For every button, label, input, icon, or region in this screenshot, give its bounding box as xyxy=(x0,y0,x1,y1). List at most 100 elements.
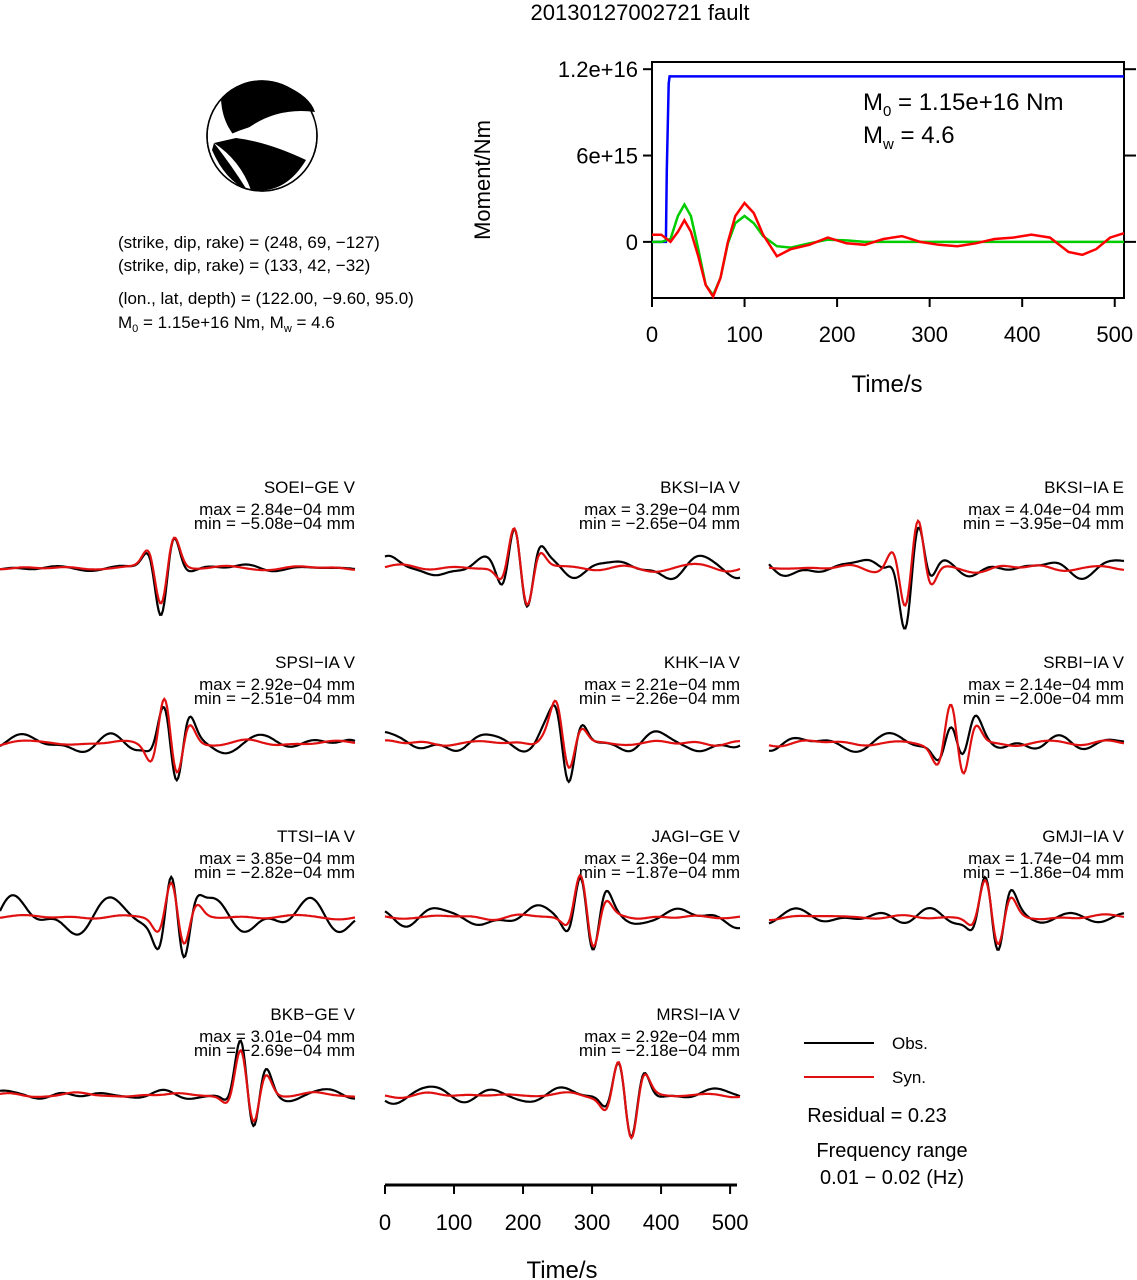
observed-trace xyxy=(768,875,1125,951)
x-tick-label: 0 xyxy=(379,1210,391,1235)
y-axis: 0 6e+15 1.2e+16 xyxy=(558,57,1136,255)
station-min: min = −2.00e−04 mm xyxy=(963,689,1124,708)
station-max: max = 2.21e−04 mm xyxy=(584,675,740,694)
station-min: min = −3.95e−04 mm xyxy=(963,514,1124,533)
legend: Obs. Syn. xyxy=(804,1034,928,1087)
station-max: max = 2.36e−04 mm xyxy=(584,849,740,868)
synthetic-trace xyxy=(769,878,1125,946)
synthetic-trace xyxy=(0,536,356,605)
station-name: GMJI−IA V xyxy=(1042,827,1124,846)
x-tick-label: 100 xyxy=(436,1210,473,1235)
station-name: MRSI−IA V xyxy=(656,1005,740,1024)
station-max: max = 3.29e−04 mm xyxy=(584,500,740,519)
station-max: max = 2.84e−04 mm xyxy=(199,500,355,519)
moment-series-group xyxy=(652,75,1125,300)
x-axis: 0 100 200 300 400 500 xyxy=(646,298,1133,347)
station-min: min = −2.18e−04 mm xyxy=(579,1041,740,1060)
station-max: max = 3.85e−04 mm xyxy=(199,849,355,868)
station-name: SPSI−IA V xyxy=(275,653,356,672)
x-axis-label: Time/s xyxy=(851,371,922,398)
waveform-x-axis: 0 100 200 300 400 500 xyxy=(379,1183,749,1235)
synthetic-trace xyxy=(384,527,741,607)
station-min: min = −2.69e−04 mm xyxy=(194,1041,355,1060)
legend-obs-label: Obs. xyxy=(892,1034,928,1053)
station-name: JAGI−GE V xyxy=(652,827,741,846)
residual-label: Residual = 0.23 xyxy=(807,1105,947,1127)
moment-series-1 xyxy=(652,201,1124,298)
observed-trace xyxy=(768,714,1125,762)
frequency-label: Frequency range xyxy=(816,1140,967,1162)
synthetic-trace xyxy=(384,873,741,948)
station-max: max = 2.92e−04 mm xyxy=(584,1027,740,1046)
observed-trace xyxy=(384,527,741,609)
station-name: KHK−IA V xyxy=(664,653,741,672)
plot-frame xyxy=(651,61,1125,299)
station-min: min = −2.51e−04 mm xyxy=(194,689,355,708)
station-name: SRBI−IA V xyxy=(1043,653,1124,672)
x-tick-label: 200 xyxy=(819,322,856,347)
synthetic-trace xyxy=(0,881,356,945)
synthetic-trace xyxy=(385,699,740,769)
station-name: BKSI−IA V xyxy=(660,478,741,497)
observed-trace xyxy=(0,537,356,616)
station-min: min = −2.65e−04 mm xyxy=(579,514,740,533)
synthetic-trace xyxy=(0,697,356,774)
mechanism-line-4: M0 = 1.15e+16 Nm, Mw = 4.6 xyxy=(118,313,335,335)
moment-series-2 xyxy=(652,201,1125,300)
x-tick-label: 300 xyxy=(574,1210,611,1235)
station-name: SOEI−GE V xyxy=(264,478,356,497)
station-max: max = 1.74e−04 mm xyxy=(968,849,1124,868)
x-tick-label: 500 xyxy=(712,1210,749,1235)
frequency-range: 0.01 − 0.02 (Hz) xyxy=(820,1167,964,1189)
x-tick-label: 400 xyxy=(1004,322,1041,347)
synthetic-trace xyxy=(384,1061,741,1140)
x-tick-label: 0 xyxy=(646,322,658,347)
station-max: max = 2.92e−04 mm xyxy=(199,675,355,694)
synthetic-trace xyxy=(0,1048,356,1123)
waveform-x-axis-label: Time/s xyxy=(526,1257,597,1280)
synthetic-trace xyxy=(768,703,1125,775)
legend-syn-label: Syn. xyxy=(892,1068,926,1087)
x-tick-label: 300 xyxy=(911,322,948,347)
x-tick-label: 200 xyxy=(505,1210,542,1235)
y-axis-label: Moment/Nm xyxy=(470,120,495,240)
mechanism-line-2: (strike, dip, rake) = (133, 42, −32) xyxy=(118,256,370,275)
mechanism-line-1: (strike, dip, rake) = (248, 69, −127) xyxy=(118,233,380,252)
y-tick-label: 0 xyxy=(626,230,638,255)
x-tick-label: 100 xyxy=(726,322,763,347)
station-max: max = 3.01e−04 mm xyxy=(199,1027,355,1046)
station-min: min = −5.08e−04 mm xyxy=(194,514,355,533)
mechanism-info: (strike, dip, rake) = (248, 69, −127) (s… xyxy=(118,233,414,335)
m0-annotation: M0 = 1.15e+16 Nm xyxy=(863,89,1063,120)
station-max: max = 4.04e−04 mm xyxy=(968,500,1124,519)
x-tick-label: 500 xyxy=(1096,322,1133,347)
station-name: BKSI−IA E xyxy=(1044,478,1124,497)
observed-trace xyxy=(768,526,1125,630)
station-name: BKB−GE V xyxy=(270,1005,355,1024)
station-min: min = −1.87e−04 mm xyxy=(579,863,740,882)
station-min: min = −2.82e−04 mm xyxy=(194,863,355,882)
y-tick-label: 1.2e+16 xyxy=(558,57,638,82)
observed-trace xyxy=(384,1062,741,1139)
station-name: TTSI−IA V xyxy=(277,827,356,846)
x-tick-label: 400 xyxy=(643,1210,680,1235)
station-max: max = 2.14e−04 mm xyxy=(968,675,1124,694)
mw-annotation: Mw = 4.6 xyxy=(863,122,955,153)
station-min: min = −2.26e−04 mm xyxy=(579,689,740,708)
figure-title: 20130127002721 fault xyxy=(531,0,750,25)
synthetic-trace xyxy=(768,518,1125,608)
station-min: min = −1.86e−04 mm xyxy=(963,863,1124,882)
observed-trace xyxy=(0,1039,356,1128)
